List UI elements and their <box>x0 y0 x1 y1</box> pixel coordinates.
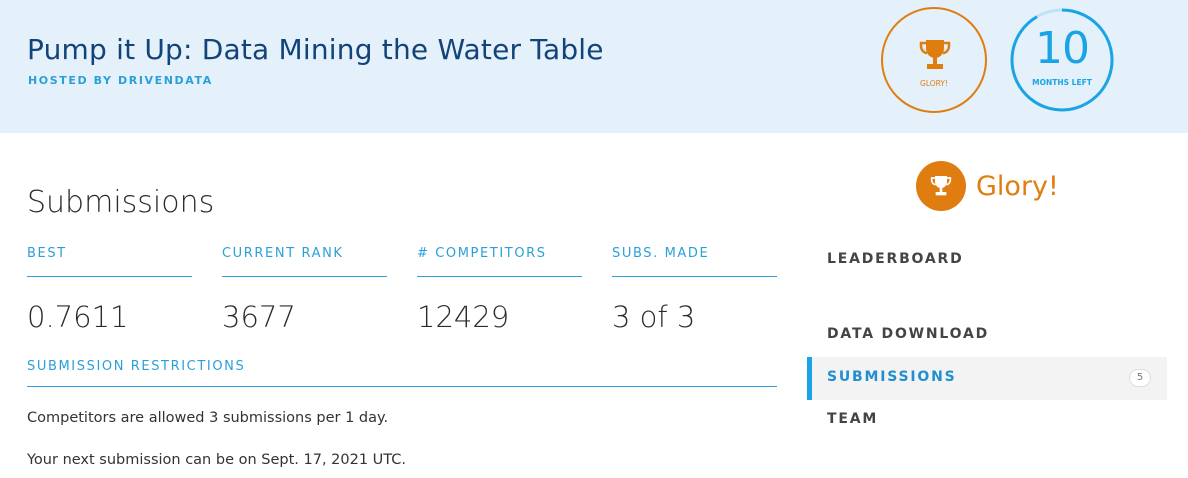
nav-data-download[interactable]: DATA DOWNLOAD <box>807 314 1167 357</box>
page-title: Submissions <box>27 185 215 220</box>
submission-restrictions-heading: SUBMISSION RESTRICTIONS <box>27 359 777 387</box>
host-label[interactable]: HOSTED BY DRIVENDATA <box>28 74 213 87</box>
submissions-count-badge: 5 <box>1129 369 1151 387</box>
months-left-number: 10 <box>1035 23 1090 74</box>
nav-label: SUBMISSIONS <box>827 369 957 385</box>
stat-subs-made: SUBS. MADE 3 of 3 <box>612 246 777 334</box>
nav-label: LEADERBOARD <box>827 251 964 267</box>
stat-current-rank: CURRENT RANK 3677 <box>222 246 387 334</box>
stat-label: SUBS. MADE <box>612 246 777 277</box>
nav-leaderboard[interactable]: LEADERBOARD <box>807 239 1167 282</box>
nav-label: DATA DOWNLOAD <box>827 326 990 342</box>
nav-team[interactable]: TEAM <box>807 399 1167 442</box>
stat-label: BEST <box>27 246 192 277</box>
competition-banner <box>0 0 1188 133</box>
nav-label: TEAM <box>827 411 879 427</box>
prize-trophy-icon <box>916 161 966 211</box>
stat-value: 0.7611 <box>27 300 129 334</box>
restriction-text: Competitors are allowed 3 submissions pe… <box>27 410 389 426</box>
nav-submissions[interactable]: SUBMISSIONS 5 <box>807 357 1167 400</box>
stat-label: # COMPETITORS <box>417 246 582 277</box>
months-left-label: MONTHS LEFT <box>1032 78 1092 87</box>
glory-badge: GLORY! <box>881 7 987 113</box>
prize-label: Glory! <box>916 161 1059 211</box>
stat-competitors: # COMPETITORS 12429 <box>417 246 582 334</box>
prize-text: Glory! <box>976 170 1059 202</box>
time-progress-ring <box>1010 8 1114 112</box>
stat-value: 3677 <box>222 300 296 334</box>
stat-best: BEST 0.7611 <box>27 246 192 334</box>
trophy-icon <box>917 37 953 77</box>
competition-title[interactable]: Pump it Up: Data Mining the Water Table <box>27 33 604 66</box>
time-left-badge: 10 MONTHS LEFT <box>1009 7 1115 113</box>
stat-value: 3 of 3 <box>612 300 696 334</box>
stat-value: 12429 <box>417 300 510 334</box>
glory-badge-label: GLORY! <box>920 79 948 88</box>
stat-label: CURRENT RANK <box>222 246 387 277</box>
next-submission-text: Your next submission can be on Sept. 17,… <box>27 452 407 468</box>
